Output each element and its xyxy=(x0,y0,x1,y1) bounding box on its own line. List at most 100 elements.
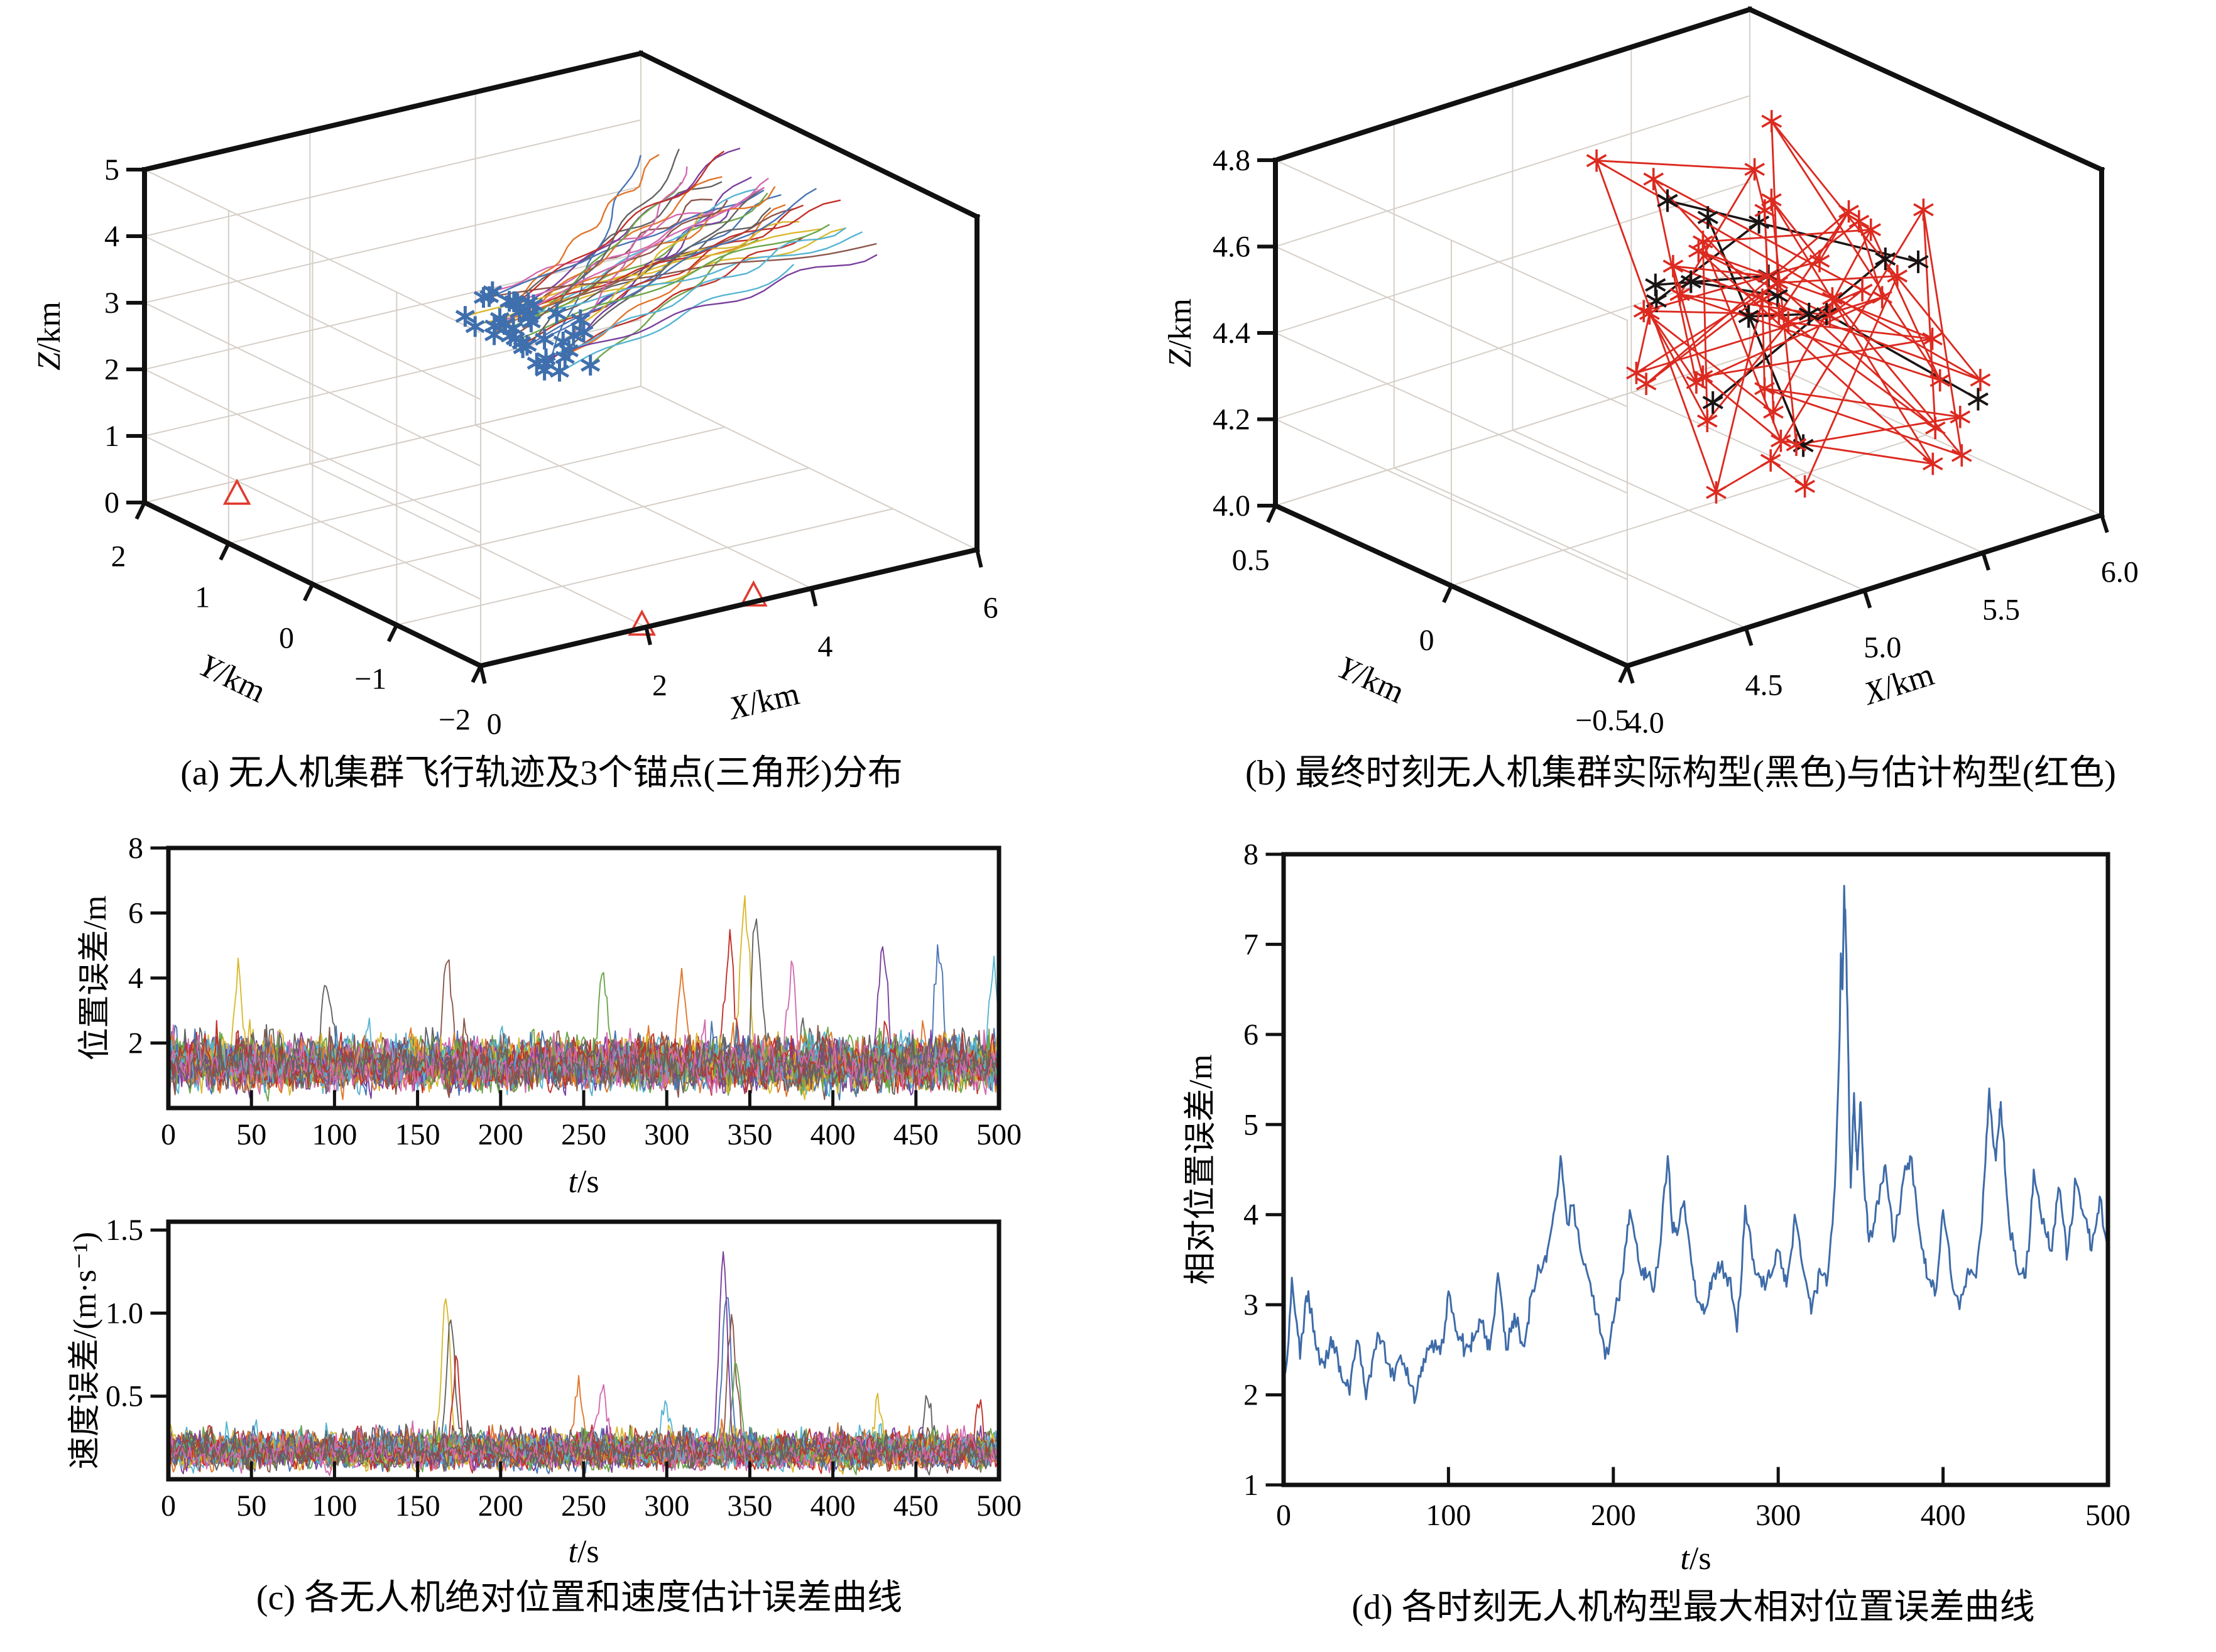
svg-text:4.6: 4.6 xyxy=(1213,231,1250,264)
plot-d-axes xyxy=(1265,852,2110,1487)
svg-text:0: 0 xyxy=(1419,624,1434,657)
asterisk-marker xyxy=(1908,250,1929,273)
asterisk-marker xyxy=(517,335,537,356)
asterisk-marker xyxy=(1970,369,1991,391)
svg-text:2: 2 xyxy=(1243,1379,1258,1412)
plot-b: 4.04.55.05.56.00.50−0.54.04.24.44.64.8X/… xyxy=(1162,6,2139,740)
svg-text:−0.5: −0.5 xyxy=(1575,704,1630,737)
anchor-triangle-marker xyxy=(628,609,656,636)
asterisk-marker xyxy=(1922,327,1943,351)
plot-a-tick-labels: 0 2 4 6 2 1 0 −1 −2 0 1 2 3 4 5 xyxy=(104,153,998,741)
svg-text:相对位置误差/m: 相对位置误差/m xyxy=(1183,1055,1219,1285)
svg-text:4.0: 4.0 xyxy=(1627,707,1664,740)
svg-text:150: 150 xyxy=(395,1489,440,1523)
asterisk-marker xyxy=(574,322,594,343)
asterisk-marker xyxy=(1761,110,1782,133)
plot-c1-data xyxy=(170,895,998,1102)
asterisk-marker xyxy=(1860,218,1881,241)
asterisk-marker xyxy=(1744,158,1765,181)
plot-c2-tick-labels: 0 50 100 150 200 250 300 350 400 450 500 0.5 1.0 1.5 xyxy=(106,1214,1022,1523)
svg-text:5: 5 xyxy=(104,153,119,187)
plot-d-data xyxy=(1285,884,2107,1405)
asterisk-marker xyxy=(1702,391,1723,414)
asterisk-marker xyxy=(1680,270,1701,293)
svg-text:X/km: X/km xyxy=(724,676,803,727)
asterisk-marker xyxy=(1872,286,1892,309)
svg-text:400: 400 xyxy=(1921,1499,1966,1532)
svg-text:4: 4 xyxy=(1243,1198,1258,1232)
svg-text:t/s: t/s xyxy=(568,1164,599,1200)
plot-d: 0 100 200 300 400 500 1 2 3 4 5 6 7 8 t/s 相对位置误差/m xyxy=(1183,838,2131,1577)
svg-text:150: 150 xyxy=(395,1118,440,1151)
svg-text:2: 2 xyxy=(128,1027,143,1060)
caption-subplot-a: (a) 无人机集群飞行轨迹及3个锚点(三角形)分布 xyxy=(180,754,903,793)
asterisk-marker xyxy=(1922,452,1943,475)
svg-text:500: 500 xyxy=(976,1118,1022,1151)
svg-text:t/s: t/s xyxy=(568,1534,599,1570)
svg-text:5.5: 5.5 xyxy=(1982,594,2020,627)
svg-text:8: 8 xyxy=(1243,838,1258,871)
svg-text:300: 300 xyxy=(644,1489,689,1523)
asterisk-marker xyxy=(1777,311,1799,334)
asterisk-marker xyxy=(1809,249,1830,273)
svg-text:0: 0 xyxy=(1276,1499,1291,1532)
svg-text:6.0: 6.0 xyxy=(2101,556,2139,589)
plot-d-tick-labels: 0 100 200 300 400 500 1 2 3 4 5 6 7 8 xyxy=(1243,838,2131,1532)
svg-text:5.0: 5.0 xyxy=(1864,631,1901,665)
svg-text:−2: −2 xyxy=(439,703,471,736)
asterisk-marker xyxy=(1692,365,1713,388)
asterisk-marker xyxy=(1738,305,1759,328)
svg-text:200: 200 xyxy=(1591,1499,1636,1532)
svg-text:0: 0 xyxy=(279,621,294,655)
svg-text:7: 7 xyxy=(1243,928,1258,961)
asterisk-marker xyxy=(1771,429,1791,452)
trajectories xyxy=(464,147,878,372)
svg-text:Y/km: Y/km xyxy=(194,648,271,710)
svg-text:500: 500 xyxy=(2085,1499,2131,1532)
svg-text:X/km: X/km xyxy=(1858,656,1938,712)
asterisk-marker xyxy=(1950,405,1971,428)
svg-text:350: 350 xyxy=(727,1489,772,1523)
asterisk-marker xyxy=(1662,254,1684,278)
asterisk-marker xyxy=(536,348,556,369)
svg-text:500: 500 xyxy=(976,1489,1022,1523)
svg-text:50: 50 xyxy=(236,1489,266,1523)
svg-text:450: 450 xyxy=(893,1489,939,1523)
plot-b-box-edges xyxy=(1272,6,2105,670)
asterisk-marker xyxy=(473,287,494,308)
svg-text:250: 250 xyxy=(561,1489,606,1523)
svg-text:50: 50 xyxy=(236,1118,266,1151)
asterisk-marker xyxy=(1657,189,1678,212)
plot-c2-axes xyxy=(150,1219,1002,1482)
asterisk-marker xyxy=(1875,247,1896,271)
plot-a: 0 2 4 6 2 1 0 −1 −2 0 1 2 3 4 5 X/km Y/km Z/km xyxy=(31,50,998,741)
svg-text:2: 2 xyxy=(104,353,119,386)
svg-text:350: 350 xyxy=(727,1118,772,1151)
svg-text:100: 100 xyxy=(312,1489,357,1523)
svg-text:t/s: t/s xyxy=(1680,1541,1711,1577)
svg-text:8: 8 xyxy=(128,832,143,865)
asterisk-marker xyxy=(1697,206,1718,229)
asterisk-marker xyxy=(1752,288,1773,311)
asterisk-marker xyxy=(1786,433,1807,456)
asterisk-marker xyxy=(484,315,505,337)
asterisk-marker xyxy=(518,303,539,325)
svg-text:4: 4 xyxy=(104,220,119,253)
caption-subplot-d: (d) 各时刻无人机构型最大相对位置误差曲线 xyxy=(1351,1588,2035,1627)
svg-text:−1: −1 xyxy=(354,662,386,695)
asterisk-marker xyxy=(570,309,591,330)
asterisk-marker xyxy=(500,325,520,347)
asterisk-marker xyxy=(1822,287,1843,310)
svg-text:4.5: 4.5 xyxy=(1745,669,1783,702)
svg-text:0: 0 xyxy=(487,707,502,741)
asterisk-marker xyxy=(1793,434,1814,457)
asterisk-marker xyxy=(1929,369,1951,392)
plot-c1: 0 50 100 150 200 250 300 350 400 450 500 2 4 6 8 t/s 位置误… xyxy=(77,832,1022,1200)
asterisk-marker xyxy=(1967,388,1989,411)
svg-text:6: 6 xyxy=(983,591,998,624)
asterisk-marker xyxy=(535,329,555,350)
plot-d-series xyxy=(1285,884,2107,1405)
plot-c1-axes xyxy=(150,845,1002,1111)
svg-text:Z/km: Z/km xyxy=(31,302,67,371)
